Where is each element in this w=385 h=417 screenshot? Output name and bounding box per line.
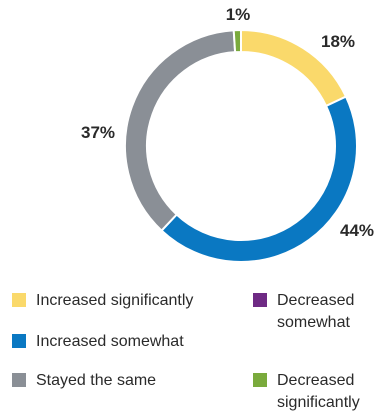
legend-label-increased-significantly: Increased significantly (36, 292, 194, 309)
value-label-increased-somewhat: 44% (340, 221, 374, 240)
legend-item-decreased-significantly: Decreased significantly (253, 370, 360, 414)
value-label-decreased-significantly: 1% (226, 5, 251, 24)
legend-item-decreased-somewhat: Decreased somewhat (253, 290, 354, 334)
legend-label-decreased-significantly: Decreased significantly (277, 370, 360, 414)
legend-label-decreased-somewhat-line1: Decreased (277, 292, 355, 309)
donut-slice-increased-somewhat (160, 95, 358, 263)
legend-label-decreased-somewhat: Decreased somewhat (277, 290, 354, 334)
value-label-stayed-the-same: 37% (81, 123, 115, 142)
legend-item-increased-somewhat: Increased somewhat (12, 331, 184, 353)
legend-item-stayed-the-same: Stayed the same (12, 370, 156, 392)
donut-slice-stayed-the-same (124, 29, 237, 232)
legend-swatch-increased-somewhat (12, 334, 26, 348)
legend-label-stayed-the-same: Stayed the same (36, 372, 157, 389)
legend-swatch-decreased-significantly (253, 373, 267, 387)
legend-swatch-decreased-somewhat (253, 293, 267, 307)
legend-swatch-increased-significantly (12, 293, 26, 307)
value-label-increased-significantly: 18% (321, 32, 355, 51)
legend-label-increased-somewhat: Increased somewhat (36, 333, 184, 350)
donut-value-labels: 18% 44% 37% 1% (81, 5, 374, 240)
legend-swatch-stayed-the-same (12, 373, 26, 387)
donut-slices (124, 28, 358, 263)
legend-label-decreased-significantly-line1: Decreased (277, 372, 355, 389)
donut-slice-decreased-significantly (232, 28, 242, 54)
legend-item-increased-significantly: Increased significantly (12, 290, 193, 312)
legend-label-decreased-somewhat-line2: somewhat (277, 314, 350, 331)
legend-label-decreased-significantly-line2: significantly (277, 394, 360, 411)
